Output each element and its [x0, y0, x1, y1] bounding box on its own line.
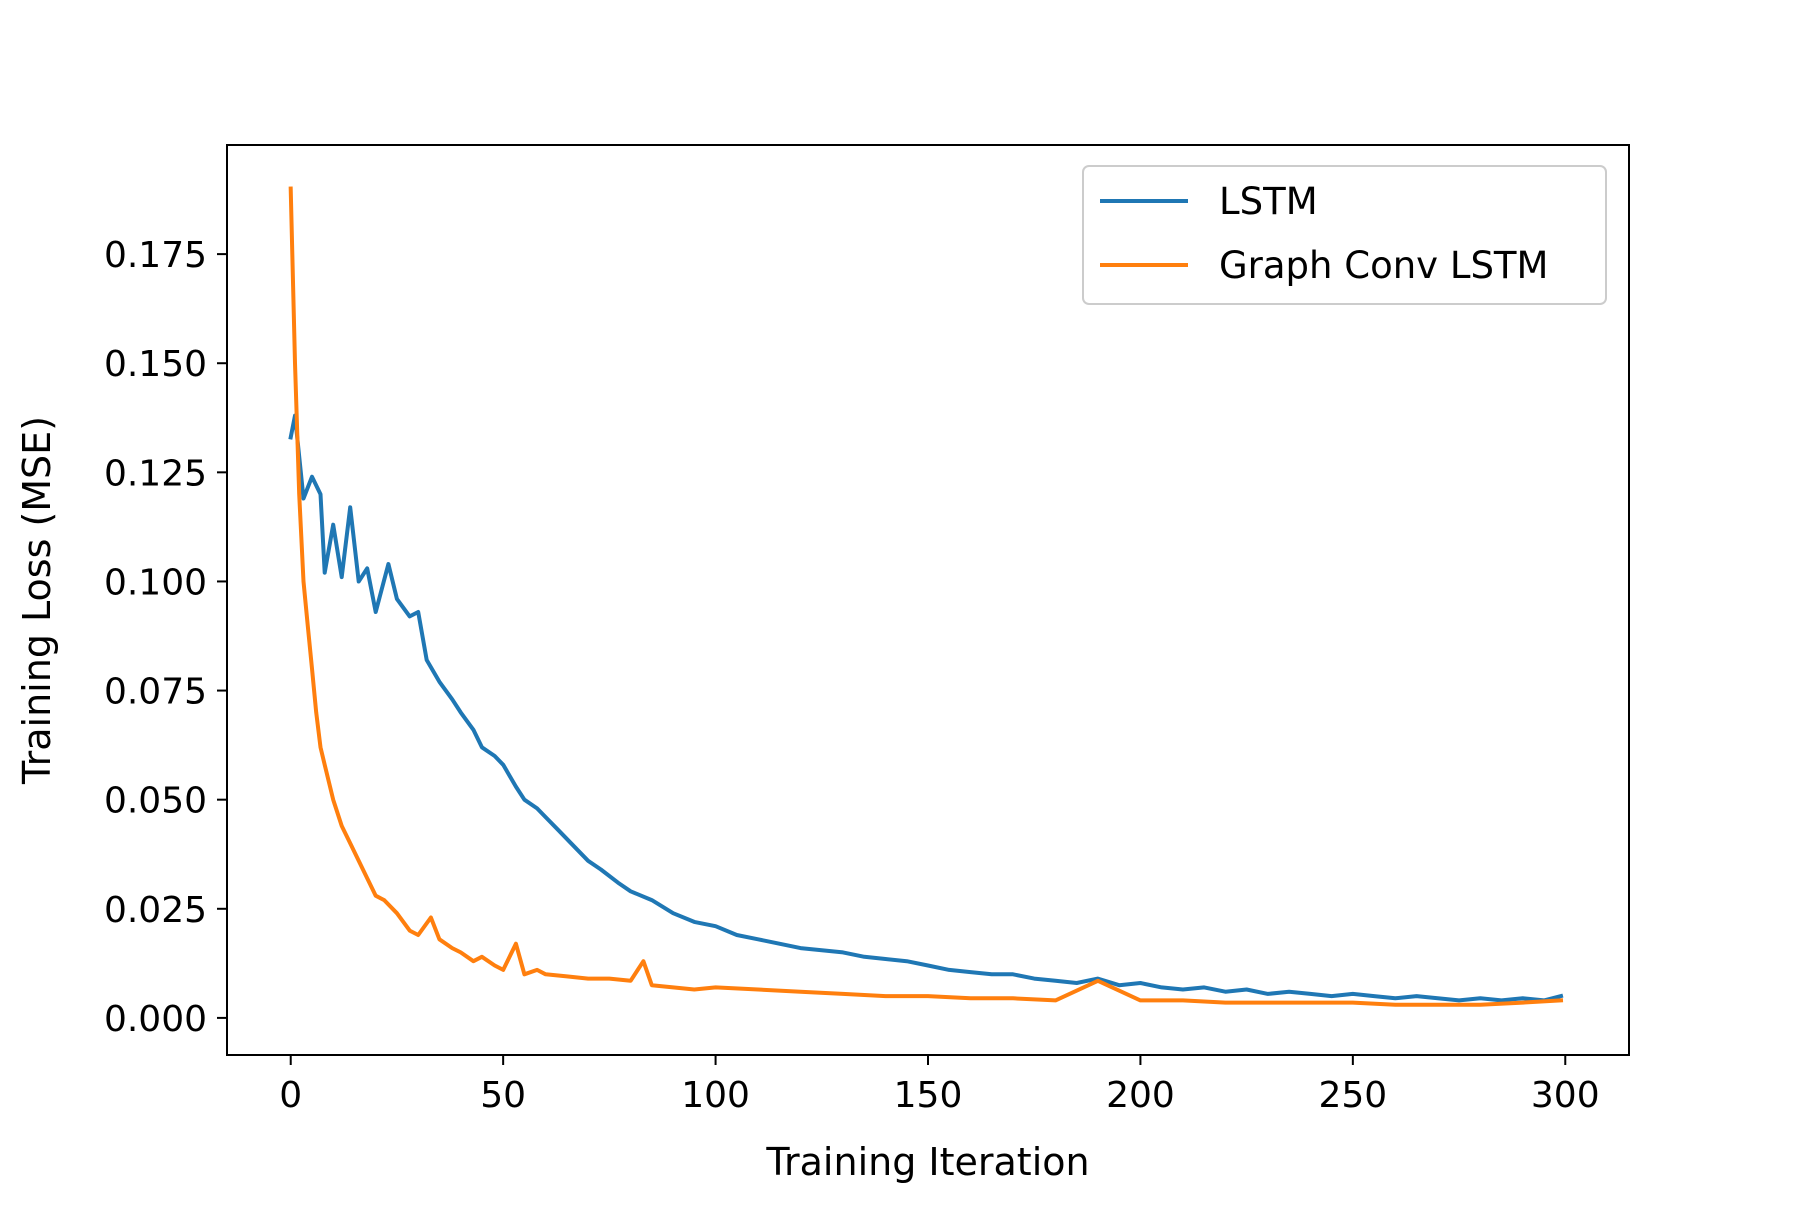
y-tick-label: 0.175 — [104, 235, 207, 276]
y-tick-label: 0.100 — [104, 562, 207, 603]
x-tick-label: 0 — [279, 1075, 302, 1116]
y-tick-label: 0.050 — [104, 781, 207, 822]
x-tick-label: 100 — [681, 1075, 750, 1116]
y-tick-label: 0.000 — [104, 999, 207, 1040]
legend-label: LSTM — [1219, 180, 1318, 223]
legend-label: Graph Conv LSTM — [1219, 244, 1548, 287]
series-line-lstm — [288, 413, 1564, 1003]
y-tick-label: 0.125 — [104, 453, 207, 494]
x-axis-title: Training Iteration — [765, 1140, 1089, 1184]
x-tick-label: 300 — [1531, 1075, 1600, 1116]
x-tick-label: 250 — [1318, 1075, 1387, 1116]
plot-area — [288, 186, 1564, 1007]
y-axis-title: Training Loss (MSE) — [15, 416, 59, 785]
y-tick-label: 0.075 — [104, 672, 207, 713]
series-line-graph-conv-lstm — [288, 186, 1564, 1007]
y-tick-label: 0.025 — [104, 890, 207, 931]
x-tick-label: 50 — [480, 1075, 526, 1116]
x-tick-label: 200 — [1106, 1075, 1175, 1116]
legend: LSTM Graph Conv LSTM — [1082, 165, 1607, 305]
x-tick-label: 150 — [894, 1075, 963, 1116]
legend-box — [1082, 165, 1607, 305]
x-axis: 0 50 100 150 200 250 300 — [279, 1055, 1600, 1116]
y-axis: 0.000 0.025 0.050 0.075 0.100 0.125 0.150 0.175 — [104, 235, 227, 1040]
y-tick-label: 0.150 — [104, 344, 207, 385]
